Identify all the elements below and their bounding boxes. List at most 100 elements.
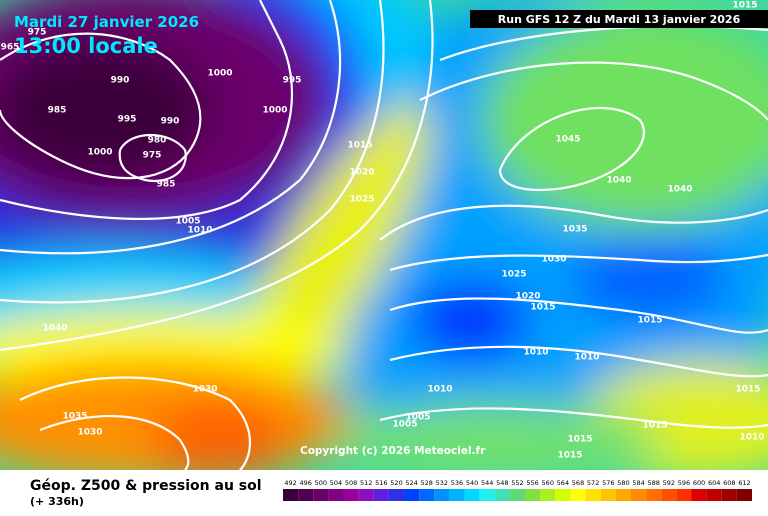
isobar-label: 1030 bbox=[192, 385, 217, 395]
valid-time: 13:00 locale bbox=[14, 34, 158, 58]
colorbar-swatch bbox=[555, 489, 571, 501]
colorbar-swatch bbox=[646, 489, 662, 501]
isobar-labels: 975 965 990 1000 995 985 995 990 1000 980 1000 975 9… bbox=[1, 1, 765, 461]
colorbar-swatch bbox=[630, 489, 647, 501]
colorbar-label: 504 bbox=[330, 479, 342, 487]
run-banner bbox=[470, 10, 768, 28]
colorbar-label: 536 bbox=[451, 479, 463, 487]
isobar-label: 1010 bbox=[523, 348, 548, 358]
colorbar-label: 500 bbox=[315, 479, 327, 487]
colorbar-swatch bbox=[494, 489, 510, 501]
colorbar-label: 576 bbox=[602, 479, 614, 487]
colorbar-label: 568 bbox=[572, 479, 584, 487]
colorbar-swatch bbox=[404, 489, 420, 501]
colorbar-swatch bbox=[434, 489, 450, 501]
colorbar: 492 496 500 504 508 512 516 520 524 528 532 536 540 5… bbox=[283, 479, 752, 501]
colorbar-swatch bbox=[721, 489, 737, 501]
colorbar-label: 512 bbox=[360, 479, 372, 487]
colorbar-label: 540 bbox=[466, 479, 478, 487]
colorbar-swatch bbox=[706, 489, 722, 501]
colorbar-label: 544 bbox=[481, 479, 493, 487]
isobar-label: 1015 bbox=[530, 303, 555, 313]
colorbar-swatch bbox=[449, 489, 465, 501]
isobar-label: 1020 bbox=[515, 292, 540, 302]
colorbar-swatch bbox=[464, 489, 480, 501]
colorbar-label: 604 bbox=[708, 479, 720, 487]
isobar-label: 1030 bbox=[541, 255, 566, 265]
colorbar-swatch bbox=[388, 489, 405, 501]
isobar-label: 1010 bbox=[187, 226, 212, 236]
isobar-label: 1035 bbox=[562, 225, 587, 235]
colorbar-swatch bbox=[661, 489, 677, 501]
colorbar-swatch bbox=[600, 489, 616, 501]
isobars bbox=[0, 0, 768, 470]
colorbar-swatch bbox=[343, 489, 359, 501]
colorbar-swatch bbox=[691, 489, 707, 501]
isobar-label: 1045 bbox=[555, 135, 580, 145]
colorbar-label: 580 bbox=[617, 479, 629, 487]
colorbar-label: 560 bbox=[542, 479, 554, 487]
colorbar-label: 564 bbox=[557, 479, 569, 487]
isobar-label: 1035 bbox=[62, 412, 87, 422]
map-title: Géop. Z500 & pression au sol bbox=[30, 478, 262, 494]
isobar-label: 1000 bbox=[207, 69, 232, 79]
isobar-label: 985 bbox=[48, 106, 67, 116]
isobar-label: 1025 bbox=[349, 195, 374, 205]
colorbar-swatch bbox=[373, 489, 389, 501]
colorbar-swatch bbox=[358, 489, 374, 501]
colorbar-label: 608 bbox=[723, 479, 735, 487]
colorbar-swatch bbox=[585, 489, 601, 501]
isobar-label: 1005 bbox=[405, 413, 430, 423]
isobar-label: 1020 bbox=[349, 168, 374, 178]
isobar-label: 1005 bbox=[392, 420, 417, 430]
isobar-label: 995 bbox=[283, 76, 302, 86]
isobar-label: 995 bbox=[118, 115, 137, 125]
isobar-label: 1005 bbox=[175, 217, 200, 227]
isobar-label: 990 bbox=[161, 117, 180, 127]
colorbar-label: 596 bbox=[678, 479, 690, 487]
colorbar-swatch bbox=[676, 489, 692, 501]
isobar-label: 1015 bbox=[642, 421, 667, 431]
colorbar-swatch bbox=[283, 489, 299, 501]
lead-time: (+ 336h) bbox=[30, 495, 84, 508]
colorbar-label: 588 bbox=[647, 479, 659, 487]
colorbar-label: 600 bbox=[693, 479, 705, 487]
valid-date: Mardi 27 janvier 2026 bbox=[14, 13, 199, 31]
isobar-label: 975 bbox=[143, 151, 162, 161]
isobar-label: 1010 bbox=[739, 433, 764, 443]
isobar-label: 990 bbox=[111, 76, 130, 86]
colorbar-swatch bbox=[525, 489, 541, 501]
colorbar-label: 528 bbox=[421, 479, 433, 487]
colorbar-swatch bbox=[419, 489, 435, 501]
colorbar-label: 612 bbox=[738, 479, 750, 487]
colorbar-label: 520 bbox=[390, 479, 402, 487]
isobar-label: 1010 bbox=[427, 385, 452, 395]
colorbar-label: 532 bbox=[436, 479, 448, 487]
isobar-label: 1015 bbox=[567, 435, 592, 445]
isobar-label: 1015 bbox=[557, 451, 582, 461]
isobar-label: 1010 bbox=[574, 353, 599, 363]
colorbar-label: 508 bbox=[345, 479, 357, 487]
colorbar-label: 592 bbox=[663, 479, 675, 487]
isobar-label: 1040 bbox=[667, 185, 692, 195]
isobar-label: 1015 bbox=[347, 141, 372, 151]
isobar-label: 1040 bbox=[606, 176, 631, 186]
colorbar-swatch bbox=[570, 489, 586, 501]
isobar-label: 1015 bbox=[735, 385, 760, 395]
isobar-label: 1030 bbox=[77, 428, 102, 438]
isobar-label: 1015 bbox=[732, 1, 757, 11]
isobar-label: 1040 bbox=[42, 324, 67, 334]
geopotential-field: 975 965 990 1000 995 985 995 990 1000 980 1000 975 9… bbox=[0, 0, 768, 470]
colorbar-label: 548 bbox=[496, 479, 508, 487]
colorbar-label: 584 bbox=[632, 479, 644, 487]
isobar-label: 985 bbox=[157, 180, 176, 190]
isobar-label: 1015 bbox=[637, 316, 662, 326]
colorbar-label: 524 bbox=[405, 479, 417, 487]
colorbar-label: 492 bbox=[284, 479, 296, 487]
colorbar-label: 556 bbox=[526, 479, 538, 487]
colorbar-label: 496 bbox=[299, 479, 311, 487]
isobar-label: 1000 bbox=[87, 148, 112, 158]
copyright: Copyright (c) 2026 Meteociel.fr bbox=[300, 445, 486, 457]
colorbar-label: 516 bbox=[375, 479, 387, 487]
isobar-label: 1000 bbox=[262, 106, 287, 116]
